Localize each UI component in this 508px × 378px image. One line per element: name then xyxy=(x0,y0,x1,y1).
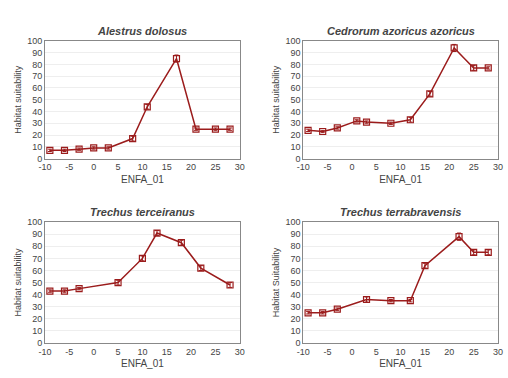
svg-text:80: 80 xyxy=(32,60,42,70)
svg-text:-10: -10 xyxy=(38,162,51,172)
svg-text:5: 5 xyxy=(116,162,121,172)
svg-text:20: 20 xyxy=(186,347,196,357)
svg-text:10: 10 xyxy=(396,347,406,357)
svg-text:70: 70 xyxy=(32,254,42,264)
svg-text:20: 20 xyxy=(290,314,300,324)
svg-text:80: 80 xyxy=(32,241,42,251)
svg-text:0: 0 xyxy=(349,162,354,172)
svg-text:30: 30 xyxy=(290,118,300,128)
svg-text:40: 40 xyxy=(290,107,300,117)
svg-text:-5: -5 xyxy=(65,347,73,357)
svg-text:60: 60 xyxy=(290,266,300,276)
svg-text:30: 30 xyxy=(32,118,42,128)
svg-text:-10: -10 xyxy=(297,347,310,357)
svg-text:Trechus terceiranus: Trechus terceiranus xyxy=(90,206,195,218)
svg-text:ENFA_01: ENFA_01 xyxy=(379,358,422,369)
svg-text:15: 15 xyxy=(420,162,430,172)
svg-text:20: 20 xyxy=(32,314,42,324)
svg-text:0: 0 xyxy=(91,162,96,172)
svg-text:70: 70 xyxy=(290,71,300,81)
svg-text:90: 90 xyxy=(32,229,42,239)
svg-text:40: 40 xyxy=(290,290,300,300)
svg-text:20: 20 xyxy=(290,130,300,140)
svg-text:50: 50 xyxy=(290,95,300,105)
svg-text:25: 25 xyxy=(210,347,220,357)
svg-text:5: 5 xyxy=(374,162,379,172)
svg-text:0: 0 xyxy=(37,338,42,348)
svg-text:5: 5 xyxy=(374,347,379,357)
svg-text:10: 10 xyxy=(137,347,147,357)
svg-text:30: 30 xyxy=(32,302,42,312)
svg-text:10: 10 xyxy=(396,162,406,172)
svg-text:20: 20 xyxy=(444,347,454,357)
svg-text:20: 20 xyxy=(444,162,454,172)
svg-text:100: 100 xyxy=(27,36,42,46)
svg-text:20: 20 xyxy=(32,130,42,140)
svg-text:0: 0 xyxy=(349,347,354,357)
svg-text:90: 90 xyxy=(290,229,300,239)
svg-text:Habitat suitability: Habitat suitability xyxy=(13,65,23,134)
svg-text:-5: -5 xyxy=(324,162,332,172)
svg-text:10: 10 xyxy=(32,326,42,336)
svg-text:5: 5 xyxy=(116,347,121,357)
svg-text:Habitat suitability: Habitat suitability xyxy=(13,248,23,317)
svg-text:-10: -10 xyxy=(38,347,51,357)
svg-text:Trechus terrabravensis: Trechus terrabravensis xyxy=(340,206,461,218)
svg-text:60: 60 xyxy=(32,83,42,93)
svg-text:25: 25 xyxy=(469,162,479,172)
svg-text:10: 10 xyxy=(137,162,147,172)
svg-text:0: 0 xyxy=(295,338,300,348)
svg-text:10: 10 xyxy=(290,326,300,336)
svg-text:-5: -5 xyxy=(324,347,332,357)
svg-text:90: 90 xyxy=(290,48,300,58)
svg-text:0: 0 xyxy=(295,154,300,164)
svg-text:50: 50 xyxy=(32,278,42,288)
svg-text:40: 40 xyxy=(32,107,42,117)
svg-text:0: 0 xyxy=(91,347,96,357)
svg-text:100: 100 xyxy=(285,36,300,46)
svg-text:Habitat Suitability: Habitat Suitability xyxy=(271,247,281,317)
svg-text:15: 15 xyxy=(162,347,172,357)
svg-text:-5: -5 xyxy=(65,162,73,172)
svg-text:50: 50 xyxy=(32,95,42,105)
svg-text:30: 30 xyxy=(235,162,245,172)
svg-text:100: 100 xyxy=(285,217,300,227)
svg-text:-10: -10 xyxy=(297,162,310,172)
svg-text:70: 70 xyxy=(290,254,300,264)
svg-text:ENFA_01: ENFA_01 xyxy=(379,174,422,185)
svg-text:80: 80 xyxy=(290,241,300,251)
svg-text:90: 90 xyxy=(32,48,42,58)
svg-text:Habitat suitability: Habitat suitability xyxy=(271,65,281,134)
svg-text:0: 0 xyxy=(37,154,42,164)
svg-text:30: 30 xyxy=(235,347,245,357)
svg-text:30: 30 xyxy=(493,347,503,357)
svg-text:15: 15 xyxy=(420,347,430,357)
svg-text:50: 50 xyxy=(290,278,300,288)
svg-text:100: 100 xyxy=(27,217,42,227)
svg-text:40: 40 xyxy=(32,290,42,300)
svg-text:20: 20 xyxy=(186,162,196,172)
svg-text:Alestrus dolosus: Alestrus dolosus xyxy=(97,25,187,37)
svg-text:10: 10 xyxy=(32,142,42,152)
svg-text:30: 30 xyxy=(290,302,300,312)
svg-text:ENFA_01: ENFA_01 xyxy=(121,358,164,369)
svg-text:15: 15 xyxy=(162,162,172,172)
svg-text:Cedrorum azoricus azoricus: Cedrorum azoricus azoricus xyxy=(327,25,475,37)
svg-text:25: 25 xyxy=(469,347,479,357)
svg-text:10: 10 xyxy=(290,142,300,152)
svg-text:25: 25 xyxy=(210,162,220,172)
svg-text:60: 60 xyxy=(290,83,300,93)
svg-text:ENFA_01: ENFA_01 xyxy=(121,174,164,185)
svg-text:80: 80 xyxy=(290,60,300,70)
svg-text:60: 60 xyxy=(32,266,42,276)
svg-text:30: 30 xyxy=(493,162,503,172)
svg-text:70: 70 xyxy=(32,71,42,81)
